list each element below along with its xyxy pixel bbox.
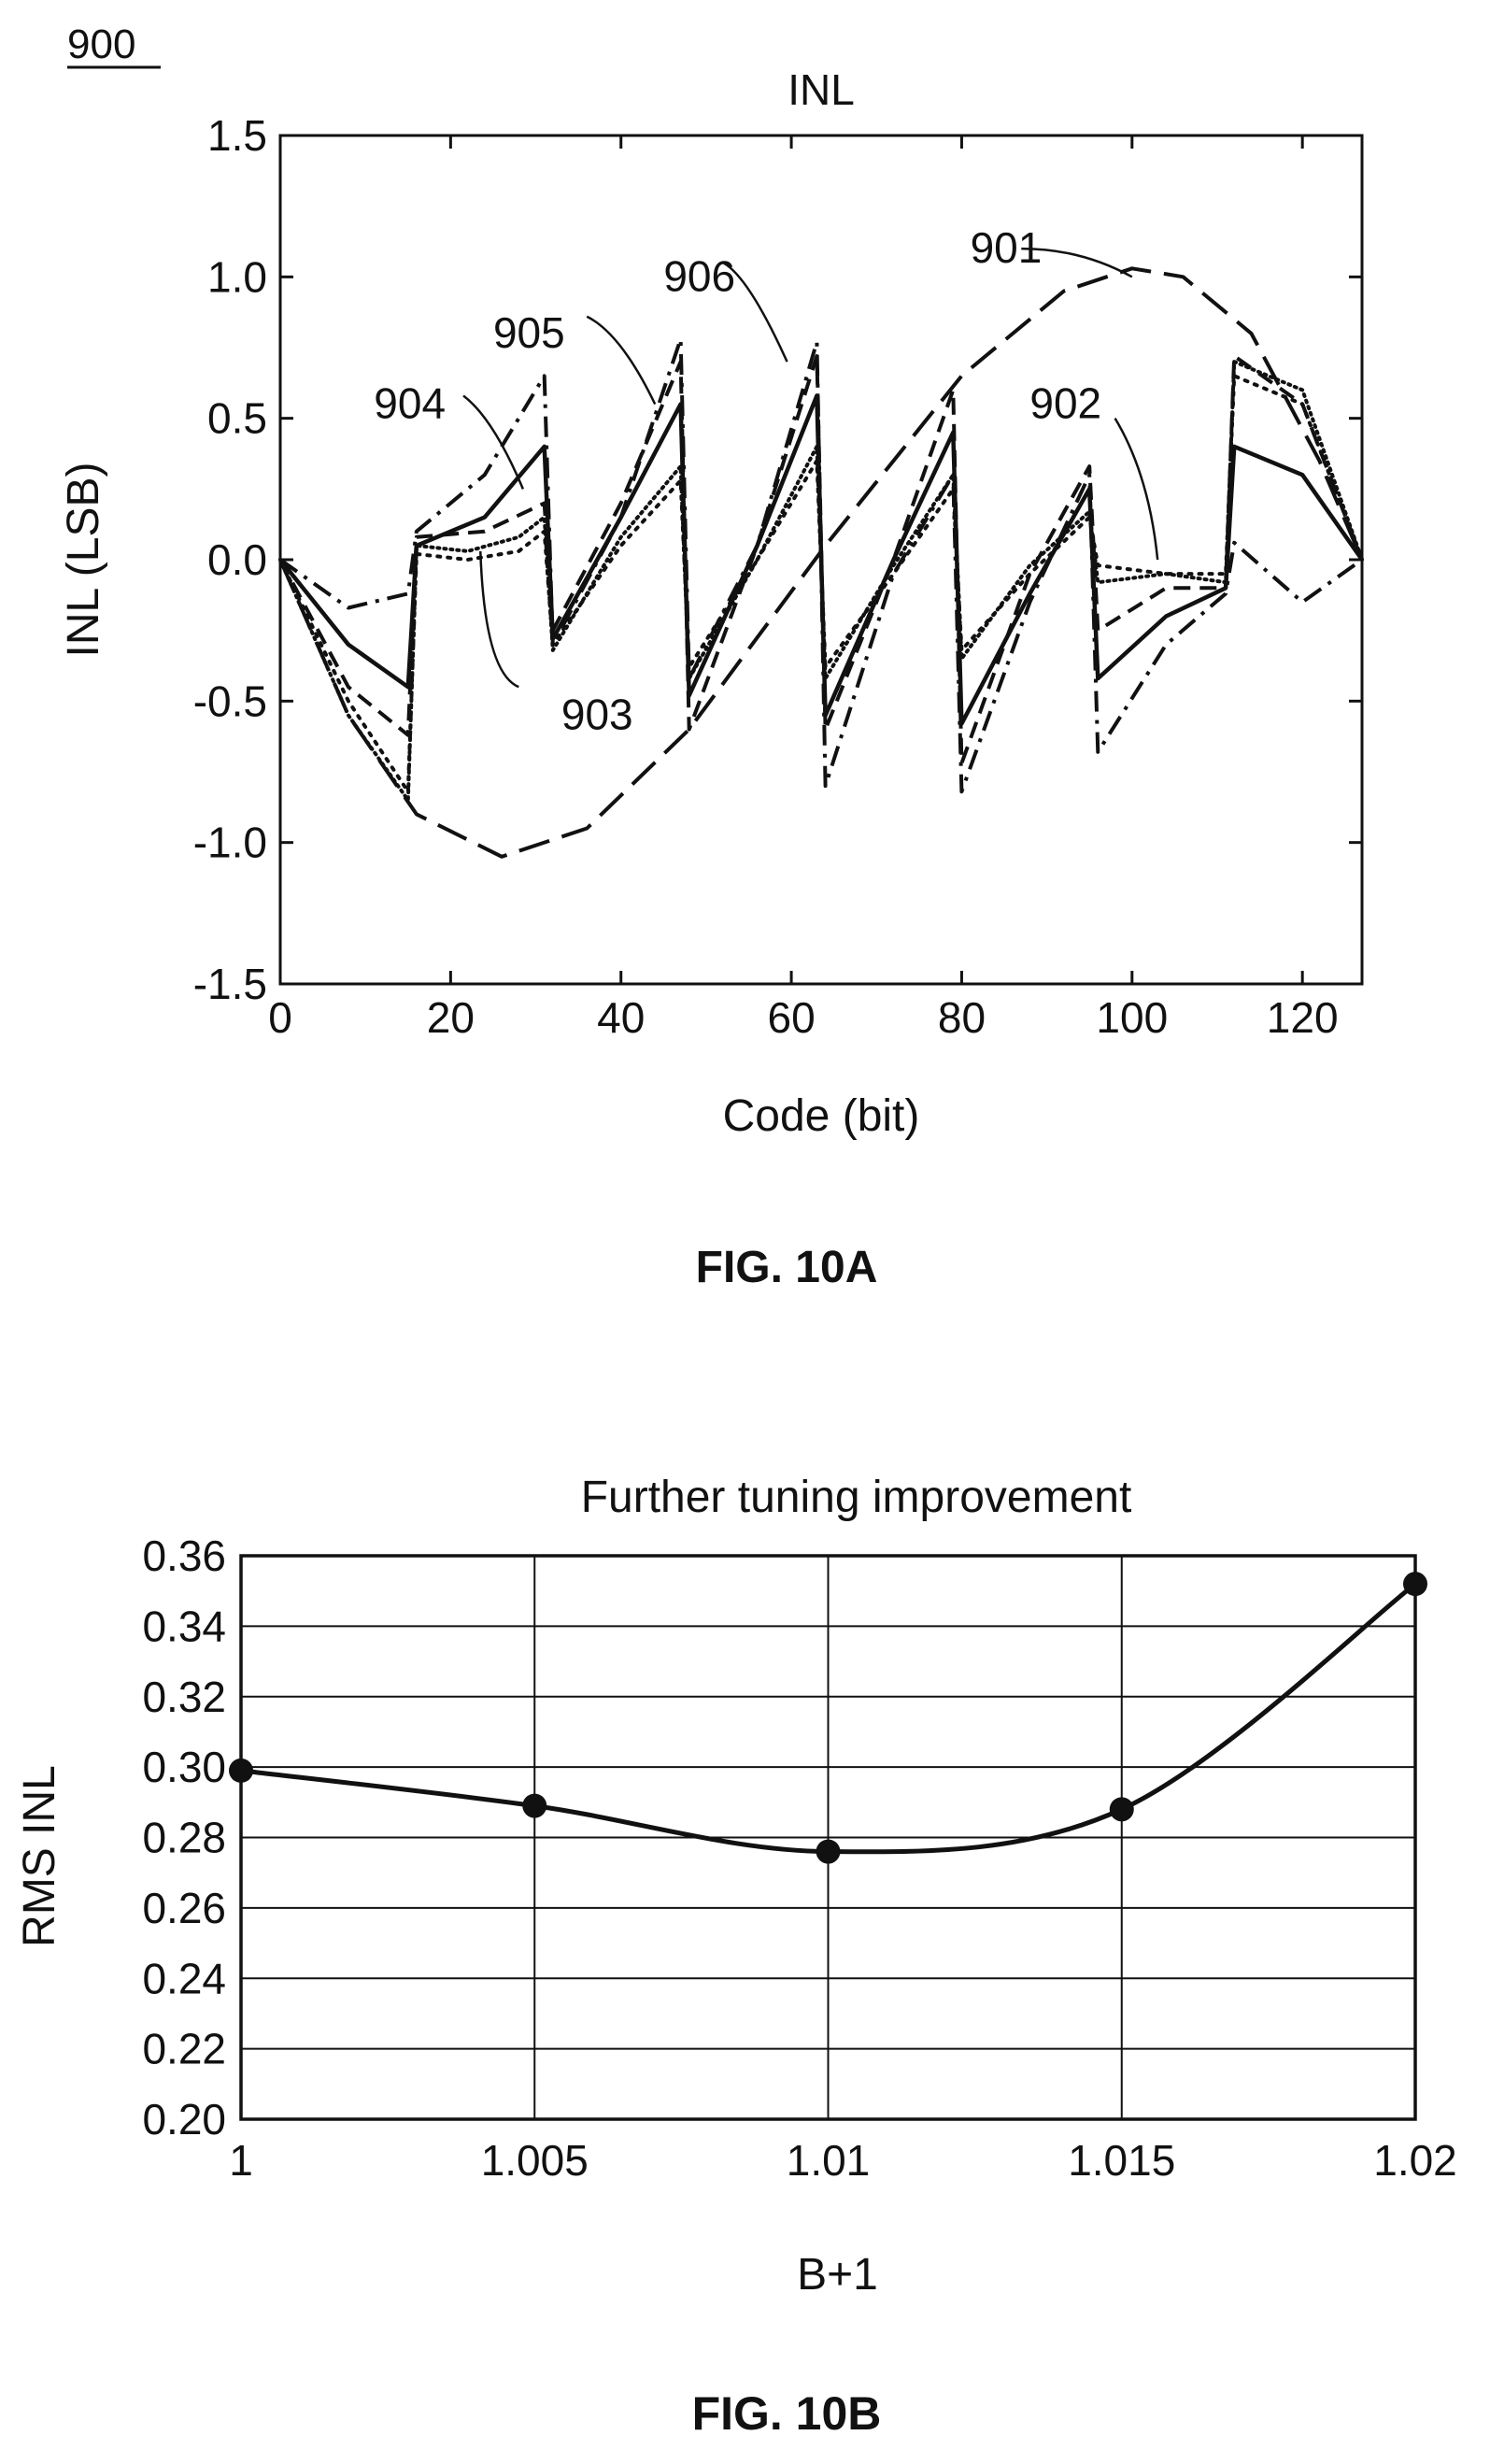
chart-b-y-tick-label: 0.36: [142, 1531, 226, 1580]
chart-b-y-tick-label: 0.30: [142, 1743, 226, 1791]
chart-b-y-tick-label: 0.20: [142, 2095, 226, 2144]
chart-a-x-tick-label: 0: [268, 993, 292, 1042]
chart-a-x-tick-label: 120: [1267, 993, 1339, 1042]
chart-a-y-tick-label: 0.0: [207, 535, 267, 584]
chart-a-plot: 0 20 40 60 80 100 120 -1.5 -1.0 -0.5 0.0 0.5 1.0 1.5: [193, 111, 1364, 1042]
annotation-leader-904: [462, 394, 525, 490]
chart-b-x-label: B+1: [797, 2250, 878, 2300]
chart-a-y-tick-label: -1.5: [193, 960, 267, 1008]
chart-b-y-tick-label: 0.26: [142, 1884, 226, 1932]
chart-a-series-905: [278, 354, 1364, 765]
chart-a-x-tick-label: 40: [597, 993, 645, 1042]
annotation-leader-901: [1021, 247, 1133, 278]
chart-a: INL 0 20 40 60 80 100 120 -1.5 -1.0 -0.5 0.0 0.5 1.0…: [59, 65, 1364, 1141]
chart-b-y-tick-label: 0.34: [142, 1602, 226, 1650]
chart-a-y-tick-label: 0.5: [207, 394, 267, 443]
annotation-leader-906: [722, 262, 788, 363]
chart-b-series-line: [240, 1582, 1417, 1855]
annotation-906: 906: [663, 251, 735, 300]
caption-fig-10b: FIG. 10B: [692, 2387, 882, 2440]
chart-a-x-tick-label: 100: [1096, 993, 1168, 1042]
chart-a-y-tick-label: 1.5: [207, 111, 267, 160]
chart-b-frame: [239, 1554, 1417, 2121]
chart-b-y-tick-label: 0.28: [142, 1814, 226, 1862]
chart-b-y-tick-label: 0.24: [142, 1954, 226, 2002]
chart-b-x-tick-label: 1.01: [787, 2136, 871, 2185]
chart-b-data-point: [522, 1793, 547, 1818]
annotation-leader-905: [586, 315, 657, 406]
chart-b-data-point: [816, 1839, 841, 1864]
chart-b-data-point: [1403, 1572, 1427, 1597]
annotation-905: 905: [493, 308, 565, 357]
annotation-leader-902: [1114, 418, 1159, 561]
annotation-904: 904: [374, 379, 446, 428]
chart-b-title: Further tuning improvement: [581, 1473, 1132, 1522]
annotation-leader-903: [479, 550, 519, 689]
chart-a-series-901: [278, 266, 1364, 859]
caption-fig-10a: FIG. 10A: [696, 1243, 878, 1292]
chart-a-x-tick-label: 80: [938, 993, 986, 1042]
chart-b-data-point: [1109, 1797, 1134, 1822]
annotation-903: 903: [561, 691, 633, 739]
chart-a-y-label: INL (LSB): [59, 463, 108, 658]
chart-b-y-tick-label: 0.22: [142, 2025, 226, 2073]
chart-a-y-tick-label: -1.0: [193, 819, 267, 867]
chart-a-x-tick-label: 60: [768, 993, 816, 1042]
chart-b-x-tick-label: 1.02: [1373, 2136, 1457, 2185]
chart-a-x-tick-label: 20: [427, 993, 475, 1042]
chart-a-series-906: [278, 336, 1364, 794]
annotation-902: 902: [1029, 379, 1101, 428]
chart-b-x-tick-label: 1: [229, 2136, 253, 2185]
figure-ref: 900: [67, 21, 135, 67]
chart-a-y-tick-label: 1.0: [207, 252, 267, 301]
chart-b-x-tick-label: 1.015: [1068, 2136, 1175, 2185]
chart-a-title: INL: [788, 65, 855, 114]
chart-b-y-tick-label: 0.32: [142, 1673, 226, 1721]
chart-b-x-tick-label: 1.005: [481, 2136, 589, 2185]
chart-a-y-tick-label: -0.5: [193, 677, 267, 725]
chart-b-data-point: [229, 1758, 253, 1783]
chart-b-y-label: RMS INL: [15, 1765, 64, 1947]
chart-b: Further tuning improvement 0.200.220.240…: [15, 1473, 1457, 2300]
chart-b-plot: 0.20 0.22 0.24 0.26 0.28 0.30 0.32 0.34 0.36 1 1.0…: [142, 1531, 1456, 2185]
chart-a-x-label: Code (bit): [723, 1091, 920, 1141]
